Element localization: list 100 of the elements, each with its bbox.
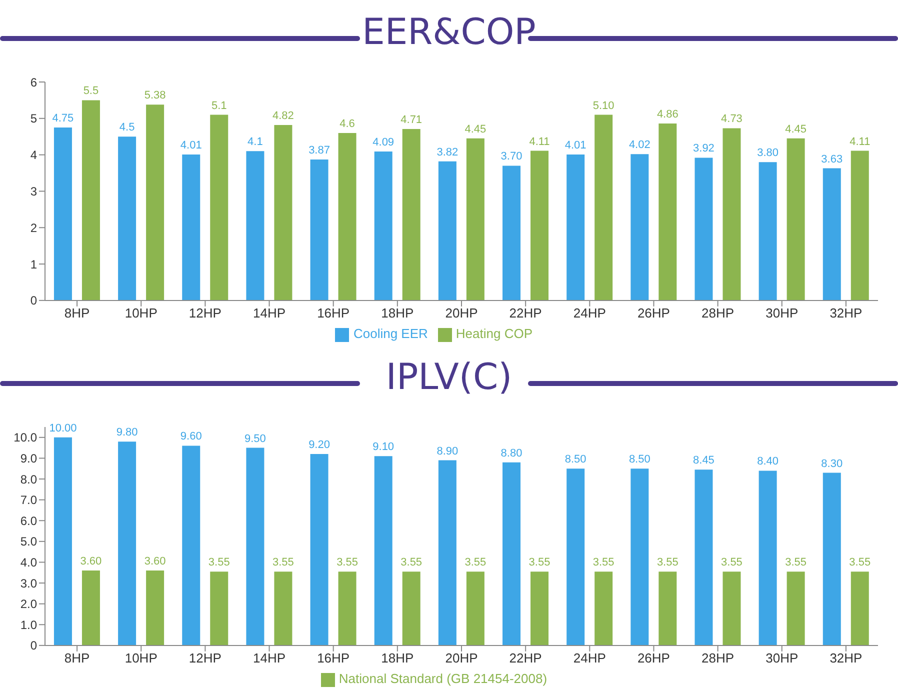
x-tick-label: 30HP bbox=[766, 306, 798, 321]
x-tick-label: 10HP bbox=[124, 306, 158, 321]
bar bbox=[310, 454, 328, 646]
data-label: 4.86 bbox=[656, 108, 678, 121]
data-label: 3.55 bbox=[785, 556, 807, 569]
y-tick-label: 8.0 bbox=[20, 472, 38, 486]
data-label: 4.5 bbox=[119, 122, 135, 134]
data-label: 4.11 bbox=[850, 136, 870, 148]
legend-label: Cooling EER bbox=[353, 326, 428, 342]
bar bbox=[118, 442, 136, 646]
data-label: 3.55 bbox=[849, 556, 871, 569]
bar bbox=[822, 168, 841, 300]
data-label: 9.10 bbox=[372, 441, 394, 454]
bar bbox=[402, 572, 420, 646]
data-label: 5.1 bbox=[211, 100, 227, 112]
data-label: 8.50 bbox=[564, 454, 586, 466]
bar bbox=[758, 470, 777, 646]
data-label: 3.55 bbox=[656, 556, 678, 569]
bar bbox=[786, 572, 805, 646]
y-tick-label: 3 bbox=[30, 184, 38, 198]
data-label: 9.50 bbox=[244, 432, 266, 445]
data-label: 3.55 bbox=[272, 556, 294, 569]
bar bbox=[338, 572, 356, 646]
chart-title: IPLV(C) bbox=[384, 357, 514, 398]
data-label: 3.55 bbox=[336, 556, 358, 569]
x-tick-label: 18HP bbox=[381, 306, 414, 321]
bar bbox=[786, 138, 805, 300]
bar bbox=[466, 138, 484, 300]
y-tick-label: 10.0 bbox=[14, 430, 38, 445]
data-label: 5.10 bbox=[592, 100, 614, 112]
bar bbox=[466, 572, 484, 646]
bar bbox=[374, 456, 392, 646]
data-label: 4.01 bbox=[180, 139, 202, 152]
y-tick-label: 1.0 bbox=[20, 618, 38, 632]
x-tick-label: 32HP bbox=[830, 306, 862, 321]
data-label: 8.80 bbox=[500, 447, 522, 460]
y-tick-label: 7.0 bbox=[20, 493, 38, 508]
data-label: 9.80 bbox=[116, 426, 138, 439]
data-label: 4.09 bbox=[372, 136, 394, 149]
bar bbox=[402, 128, 420, 300]
data-label: 3.55 bbox=[592, 556, 614, 569]
x-tick-label: 20HP bbox=[445, 650, 478, 666]
bar bbox=[274, 572, 292, 646]
data-label: 3.60 bbox=[144, 556, 166, 568]
x-tick-label: 24HP bbox=[573, 650, 606, 666]
bar bbox=[210, 572, 228, 646]
x-tick-label: 28HP bbox=[702, 306, 734, 321]
bar bbox=[502, 462, 521, 646]
bar bbox=[566, 154, 585, 300]
bar bbox=[374, 152, 392, 300]
y-tick-label: 3.0 bbox=[20, 576, 38, 590]
bar bbox=[118, 136, 136, 300]
bar bbox=[182, 154, 200, 300]
data-label: 3.55 bbox=[528, 556, 550, 569]
x-tick-label: 24HP bbox=[573, 306, 606, 321]
legend-label: Heating COP bbox=[456, 326, 533, 342]
y-tick-label: 0 bbox=[30, 638, 38, 653]
bar bbox=[630, 468, 649, 646]
y-tick-label: 5.0 bbox=[20, 534, 38, 549]
y-tick-label: 4 bbox=[30, 148, 38, 162]
bar bbox=[850, 150, 869, 300]
x-tick-label: 12HP bbox=[188, 650, 222, 666]
bar bbox=[694, 158, 713, 300]
data-label: 8.40 bbox=[757, 456, 779, 468]
x-tick-label: 16HP bbox=[317, 306, 350, 321]
bar bbox=[530, 150, 549, 300]
bar bbox=[82, 570, 100, 646]
x-tick-label: 28HP bbox=[702, 650, 734, 666]
data-label: 3.55 bbox=[400, 556, 422, 569]
x-tick-label: 8HP bbox=[64, 650, 90, 666]
y-tick-label: 6 bbox=[30, 75, 38, 90]
data-label: 3.55 bbox=[208, 556, 230, 569]
data-label: 10.00 bbox=[49, 422, 77, 434]
bar bbox=[310, 160, 328, 300]
data-label: 4.73 bbox=[721, 113, 742, 126]
bar bbox=[246, 448, 264, 646]
data-label: 4.1 bbox=[248, 136, 263, 148]
y-tick-label: 2.0 bbox=[20, 597, 38, 612]
bar bbox=[438, 161, 456, 300]
bar bbox=[850, 572, 869, 646]
x-tick-label: 26HP bbox=[637, 306, 670, 321]
bar bbox=[758, 162, 777, 300]
bar bbox=[530, 572, 549, 646]
data-label: 8.50 bbox=[628, 454, 650, 466]
data-label: 8.30 bbox=[821, 458, 843, 470]
y-tick-label: 5 bbox=[30, 112, 38, 126]
bar bbox=[594, 114, 613, 300]
bar bbox=[694, 470, 713, 646]
x-tick-label: 18HP bbox=[381, 650, 414, 666]
data-label: 4.02 bbox=[628, 139, 650, 152]
bar bbox=[822, 472, 841, 646]
bar bbox=[722, 572, 741, 646]
y-tick-label: 4.0 bbox=[20, 555, 38, 570]
x-tick-label: 30HP bbox=[766, 650, 798, 666]
bar bbox=[658, 124, 677, 300]
data-label: 4.71 bbox=[400, 114, 422, 126]
x-tick-label: 16HP bbox=[317, 650, 350, 666]
bar bbox=[82, 100, 100, 300]
data-label: 8.90 bbox=[436, 445, 458, 458]
data-label: 5.5 bbox=[83, 85, 99, 98]
